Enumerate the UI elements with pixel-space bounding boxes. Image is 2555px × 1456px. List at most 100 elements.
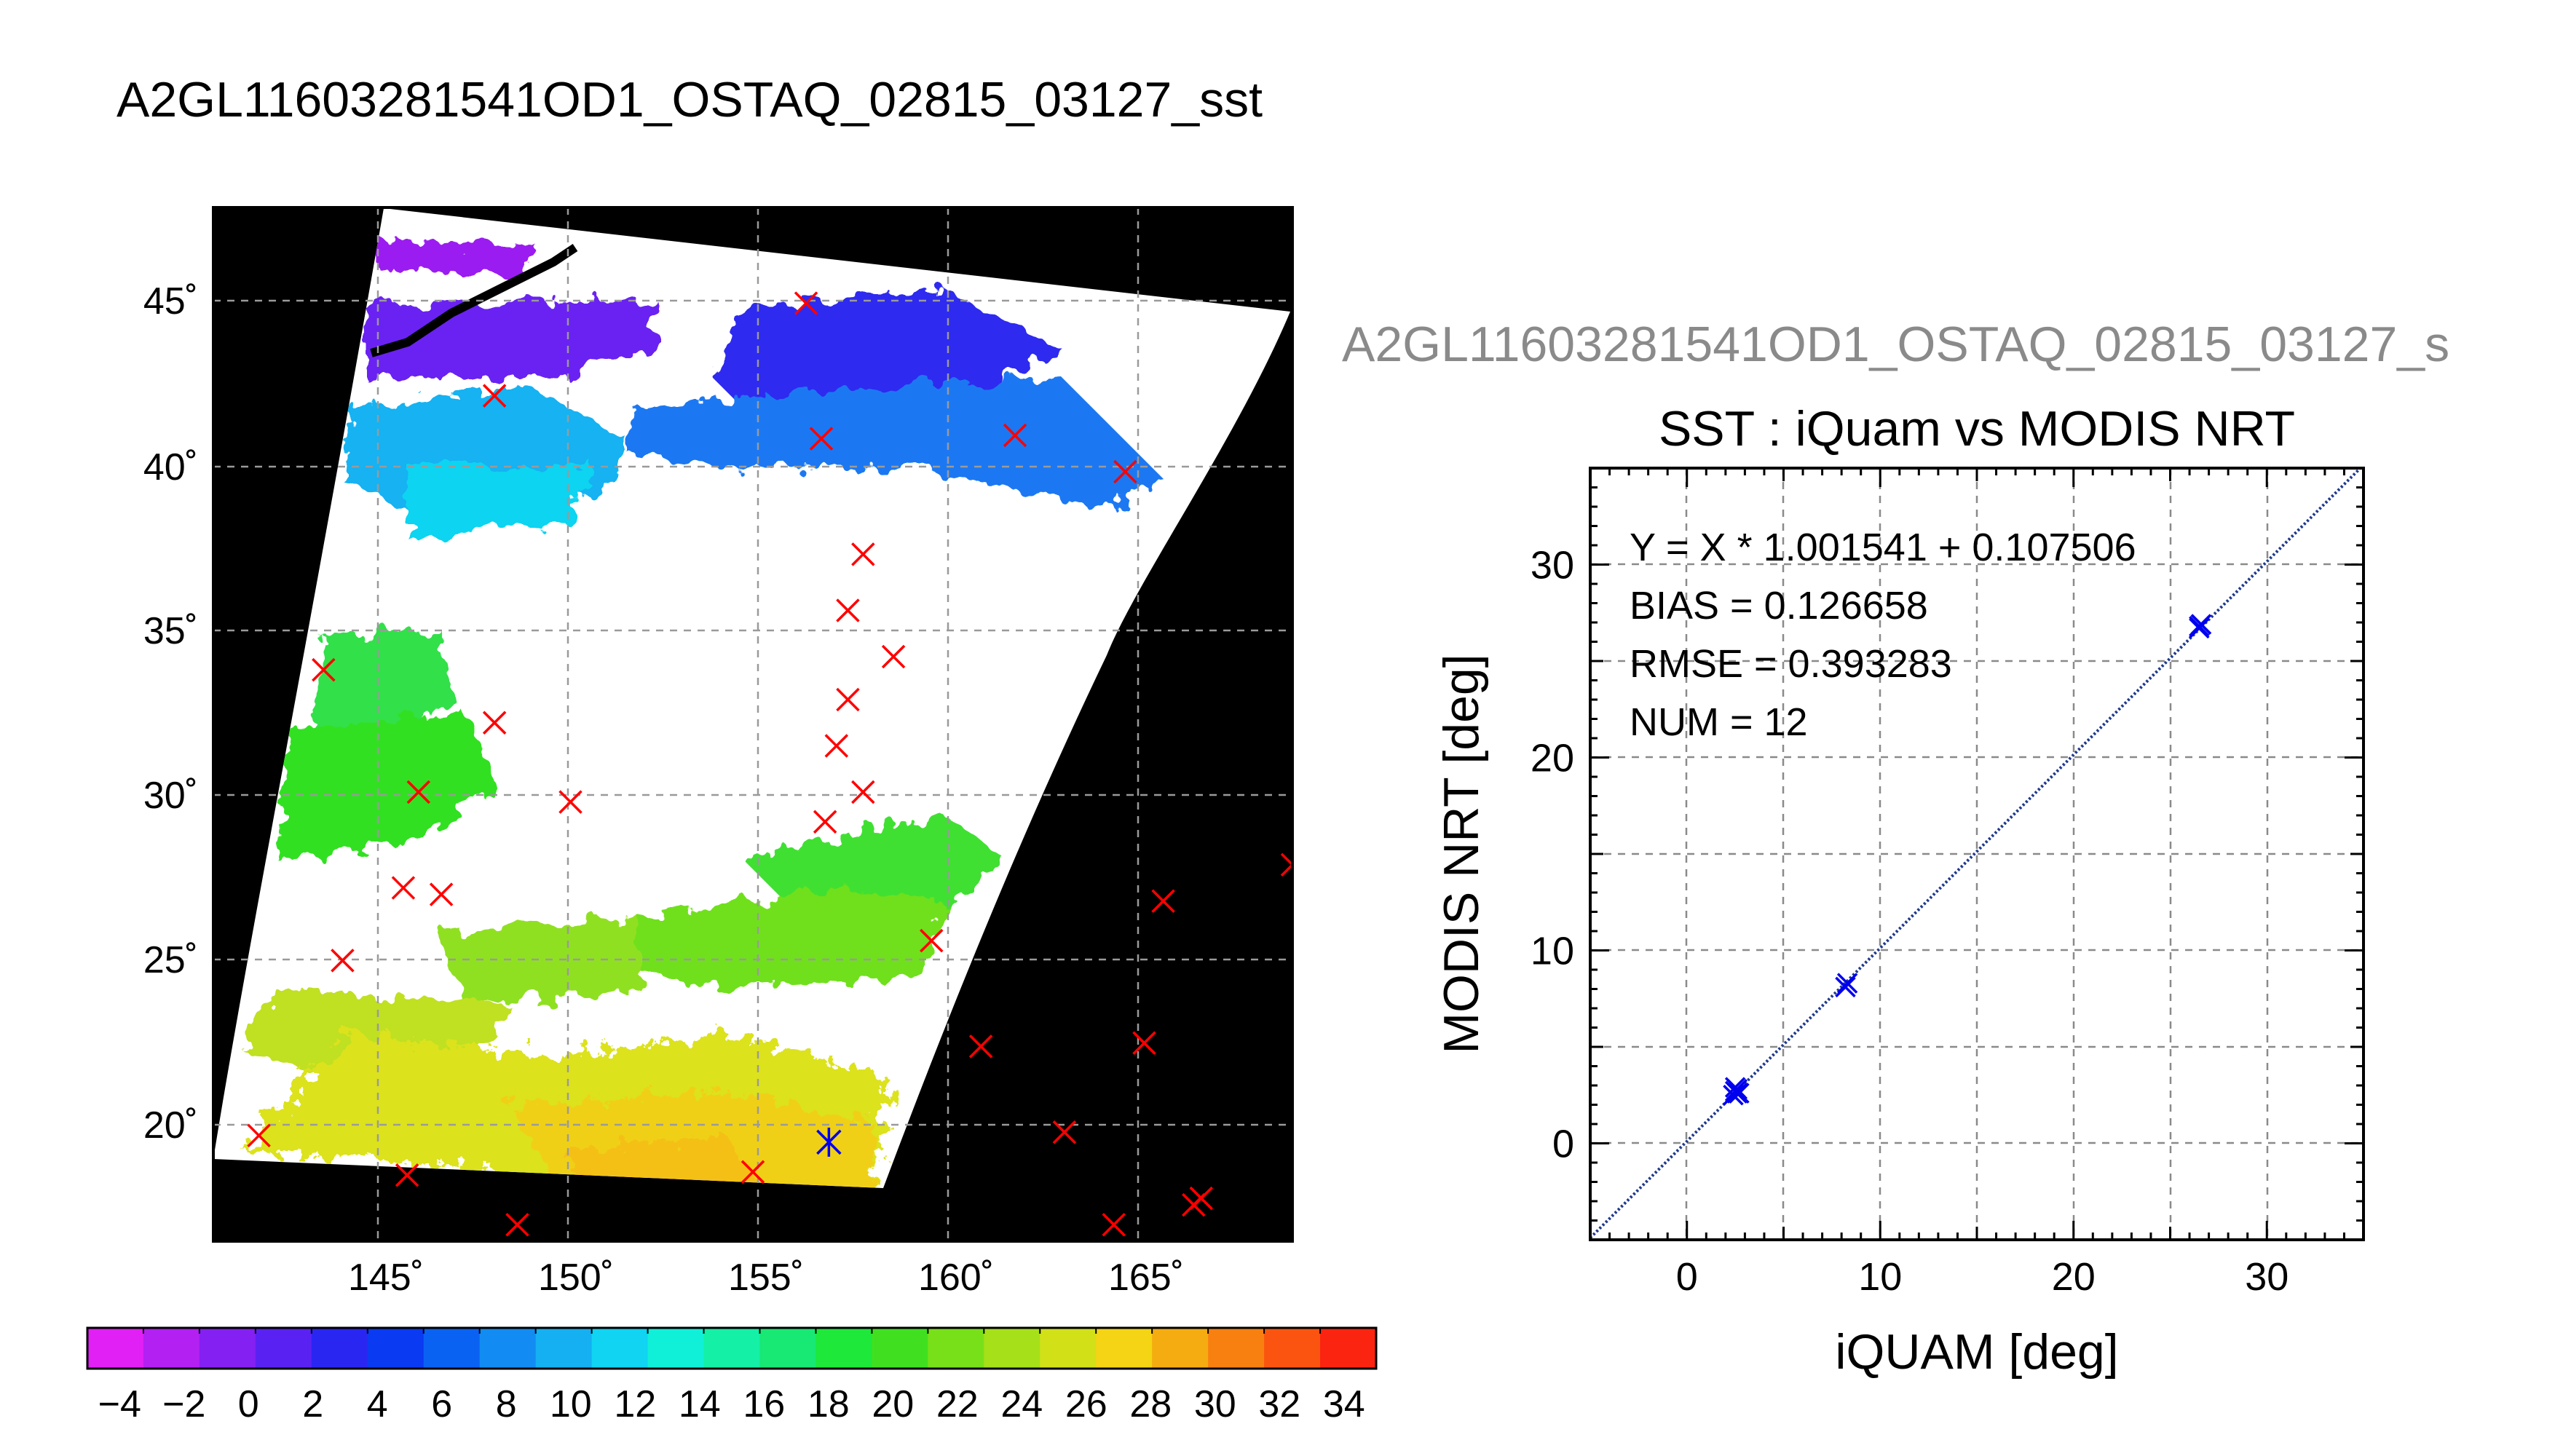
colorbar-cell	[255, 1328, 312, 1369]
scatter-points	[1723, 614, 2212, 1106]
num-stat: NUM = 12	[1630, 700, 1808, 744]
colorbar-cell	[759, 1328, 817, 1369]
colorbar-cell	[367, 1328, 424, 1369]
scatter-point	[1724, 1077, 1746, 1098]
y-tick-label: 30	[1531, 544, 1574, 587]
map-marker-red	[1189, 1186, 1213, 1211]
sst-field	[240, 240, 1165, 1188]
map-markers	[247, 291, 1292, 1237]
map-marker-red	[395, 1163, 419, 1187]
map-marker-blue	[816, 1127, 842, 1157]
colorbar-label: 18	[807, 1383, 850, 1425]
colorbar-label: 12	[614, 1383, 656, 1425]
map-marker-red	[406, 780, 431, 804]
map-marker-red	[1003, 423, 1027, 448]
colorbar-cell	[816, 1328, 872, 1369]
colorbar-cell	[1152, 1328, 1209, 1369]
y-tick-label: 0	[1552, 1123, 1574, 1166]
map-marker-red	[794, 291, 818, 315]
colorbar-label: 24	[1000, 1383, 1043, 1425]
scatter-point	[1723, 1085, 1744, 1106]
scatter-y-tick-labels: 0 10 20 30	[1531, 544, 1574, 1166]
colorbar-label: 26	[1065, 1383, 1107, 1425]
map-frame	[212, 206, 1294, 1243]
map-marker-red	[741, 1160, 765, 1184]
map-marker-red	[813, 810, 837, 834]
y-tick-label: 20	[1531, 737, 1574, 780]
colorbar-label: 32	[1258, 1383, 1300, 1425]
map-marker-red	[1102, 1213, 1126, 1237]
map-panel: 20˚ 25˚ 30˚ 35˚ 40˚ 45˚ 145˚ 150˚ 155˚ 1…	[143, 206, 1294, 1299]
lat-tick-label: 35˚	[143, 610, 198, 652]
map-marker-red	[1132, 1031, 1156, 1056]
map-marker-red	[1280, 852, 1292, 877]
lat-labels: 20˚ 25˚ 30˚ 35˚ 40˚ 45˚	[143, 280, 198, 1147]
colorbar-cell	[703, 1328, 761, 1369]
colorbar-label: −4	[98, 1383, 141, 1425]
colorbar-label: 34	[1323, 1383, 1365, 1425]
colorbar-cell	[1040, 1328, 1097, 1369]
colorbar-cell	[479, 1328, 537, 1369]
lat-tick-label: 30˚	[143, 775, 198, 817]
map-marker-red	[836, 598, 860, 622]
colorbar-cell	[143, 1328, 200, 1369]
lat-tick-label: 40˚	[143, 446, 198, 488]
scatter-subtitle: A2GL11603281541OD1_OSTAQ_02815_03127_s	[1342, 317, 2449, 372]
scatter-title: SST : iQuam vs MODIS NRT	[1659, 401, 2295, 456]
x-tick-label: 0	[1676, 1255, 1698, 1299]
fit-stats: Y = X * 1.001541 + 0.107506 BIAS = 0.126…	[1630, 526, 2136, 744]
fit-line	[1590, 468, 2363, 1239]
map-grid	[213, 207, 1292, 1241]
map-marker-red	[809, 427, 834, 451]
scatter-point	[1729, 1083, 1750, 1104]
map-marker-red	[505, 1213, 529, 1237]
scatter-point	[1835, 976, 1856, 998]
colorbar-cells	[87, 1328, 1377, 1369]
map-marker-red	[836, 687, 860, 712]
lon-labels: 145˚ 150˚ 155˚ 160˚ 165˚	[348, 1257, 1184, 1299]
colorbar-label: 14	[679, 1383, 721, 1425]
colorbar-labels: −4 −2 0 2 4 6 8 10 12 14 16 18 20 22 24 …	[98, 1383, 1365, 1425]
colorbar-label: 10	[550, 1383, 592, 1425]
colorbar-cell	[647, 1328, 705, 1369]
scatter-ticks	[1589, 467, 2365, 1241]
map-marker-red	[824, 734, 849, 758]
colorbar-label: 2	[302, 1383, 323, 1425]
colorbar-label: 20	[872, 1383, 914, 1425]
colorbar-label: 22	[936, 1383, 979, 1425]
lon-tick-label: 165˚	[1108, 1257, 1184, 1299]
x-tick-label: 10	[1858, 1255, 1902, 1299]
colorbar-cell	[928, 1328, 984, 1369]
colorbar-cell	[535, 1328, 593, 1369]
map-marker-red	[331, 949, 355, 973]
colorbar-label: 4	[367, 1383, 388, 1425]
scatter-point	[2189, 617, 2210, 639]
x-tick-label: 20	[2052, 1255, 2096, 1299]
map-marker-red	[1151, 889, 1175, 913]
map-marker-red	[1052, 1120, 1077, 1144]
colorbar-label: −2	[162, 1383, 205, 1425]
colorbar-cell	[1096, 1328, 1153, 1369]
scatter-point	[1726, 1083, 1748, 1104]
colorbar-label: 30	[1194, 1383, 1236, 1425]
scatter-grid	[1590, 468, 2364, 1240]
colorbar-cell	[423, 1328, 481, 1369]
map-marker-red	[851, 780, 875, 804]
colorbar-cell	[1208, 1328, 1265, 1369]
coastline	[370, 244, 578, 357]
colorbar-cell	[311, 1328, 368, 1369]
lon-tick-label: 160˚	[918, 1257, 994, 1299]
scatter-point	[2190, 614, 2212, 635]
rmse-stat: RMSE = 0.393283	[1630, 642, 1952, 686]
x-axis-label: iQUAM [deg]	[1835, 1324, 2118, 1380]
lat-tick-label: 45˚	[143, 280, 198, 323]
map-marker-red	[312, 657, 336, 682]
map-marker-red	[247, 1123, 271, 1148]
lon-tick-label: 155˚	[728, 1257, 804, 1299]
colorbar-frame	[86, 1326, 1378, 1370]
fit-equation: Y = X * 1.001541 + 0.107506	[1630, 526, 2136, 569]
scatter-point	[1836, 973, 1858, 994]
map-marker-red	[558, 790, 583, 814]
colorbar-label: 8	[496, 1383, 517, 1425]
